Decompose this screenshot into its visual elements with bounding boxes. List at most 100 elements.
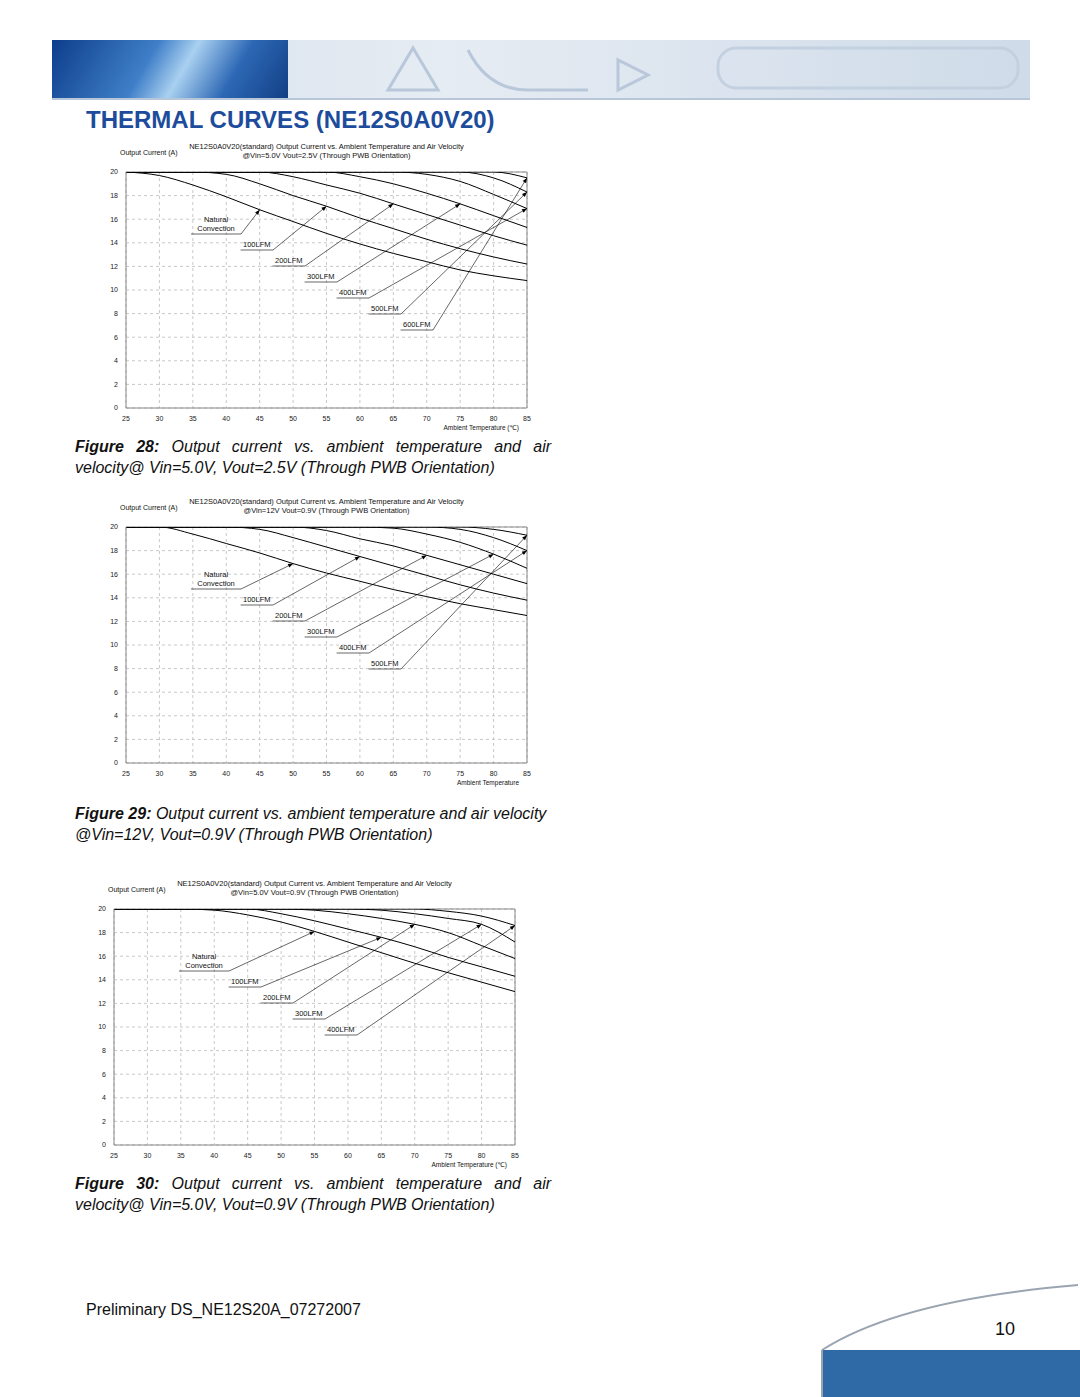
- svg-text:6: 6: [114, 689, 118, 696]
- svg-text:14: 14: [110, 594, 118, 601]
- svg-text:80: 80: [478, 1152, 486, 1159]
- svg-text:Convection: Convection: [197, 579, 235, 588]
- svg-text:65: 65: [389, 770, 397, 777]
- svg-text:8: 8: [114, 310, 118, 317]
- html-text:Figure 29: Output current vs.: Figure 29: Output current vs. ambient te…: [75, 805, 547, 843]
- svg-text:Natural: Natural: [204, 570, 229, 579]
- svg-text:85: 85: [523, 415, 531, 422]
- svg-text:6: 6: [114, 334, 118, 341]
- svg-text:70: 70: [411, 1152, 419, 1159]
- svg-text:85: 85: [523, 770, 531, 777]
- svg-text:20: 20: [110, 168, 118, 175]
- svg-text:80: 80: [490, 415, 498, 422]
- svg-text:300LFM: 300LFM: [307, 272, 335, 281]
- svg-text:40: 40: [210, 1152, 218, 1159]
- svg-text:400LFM: 400LFM: [339, 288, 367, 297]
- svg-text:55: 55: [323, 415, 331, 422]
- svg-text:50: 50: [289, 415, 297, 422]
- svg-text:18: 18: [110, 192, 118, 199]
- svg-text:60: 60: [344, 1152, 352, 1159]
- svg-text:35: 35: [177, 1152, 185, 1159]
- svg-text:400LFM: 400LFM: [327, 1025, 355, 1034]
- svg-text:65: 65: [377, 1152, 385, 1159]
- svg-text:Natural: Natural: [204, 215, 229, 224]
- svg-text:2: 2: [114, 381, 118, 388]
- svg-text:6: 6: [102, 1071, 106, 1078]
- html-text:10: 10: [995, 1319, 1015, 1339]
- svg-text:600LFM: 600LFM: [403, 320, 431, 329]
- svg-text:100LFM: 100LFM: [243, 595, 271, 604]
- svg-text:50: 50: [277, 1152, 285, 1159]
- svg-text:35: 35: [189, 415, 197, 422]
- svg-text:500LFM: 500LFM: [371, 659, 399, 668]
- svg-text:12: 12: [98, 1000, 106, 1007]
- svg-text:25: 25: [122, 770, 130, 777]
- svg-text:0: 0: [114, 404, 118, 411]
- svg-text:18: 18: [98, 929, 106, 936]
- svg-text:Convection: Convection: [197, 224, 235, 233]
- svg-text:60: 60: [356, 415, 364, 422]
- html-text:THERMAL CURVES (NE12S0A0V20): THERMAL CURVES (NE12S0A0V20): [86, 106, 495, 133]
- svg-text:200LFM: 200LFM: [275, 611, 303, 620]
- svg-text:55: 55: [323, 770, 331, 777]
- svg-text:65: 65: [389, 415, 397, 422]
- svg-text:16: 16: [110, 216, 118, 223]
- svg-text:10: 10: [110, 641, 118, 648]
- svg-text:40: 40: [222, 415, 230, 422]
- svg-text:400LFM: 400LFM: [339, 643, 367, 652]
- svg-text:55: 55: [311, 1152, 319, 1159]
- svg-text:75: 75: [444, 1152, 452, 1159]
- svg-text:2: 2: [114, 736, 118, 743]
- html-text:Figure 30:: Figure 30:: [75, 1175, 160, 1192]
- svg-text:25: 25: [110, 1152, 118, 1159]
- svg-text:12: 12: [110, 263, 118, 270]
- svg-text:4: 4: [114, 712, 118, 719]
- svg-text:12: 12: [110, 618, 118, 625]
- svg-text:60: 60: [356, 770, 364, 777]
- svg-text:8: 8: [114, 665, 118, 672]
- svg-text:0: 0: [102, 1141, 106, 1148]
- svg-text:45: 45: [244, 1152, 252, 1159]
- svg-text:70: 70: [423, 770, 431, 777]
- svg-text:10: 10: [110, 286, 118, 293]
- svg-text:8: 8: [102, 1047, 106, 1054]
- html-text:Output current vs. ambient tem: Output current vs. ambient temperature a…: [75, 438, 551, 476]
- svg-text:40: 40: [222, 770, 230, 777]
- svg-text:300LFM: 300LFM: [307, 627, 335, 636]
- svg-text:75: 75: [456, 415, 464, 422]
- svg-text:200LFM: 200LFM: [275, 256, 303, 265]
- svg-text:10: 10: [98, 1023, 106, 1030]
- svg-text:70: 70: [423, 415, 431, 422]
- svg-text:500LFM: 500LFM: [371, 304, 399, 313]
- svg-text:Natural: Natural: [192, 952, 217, 961]
- html-text:Figure 28:: Figure 28:: [75, 438, 160, 455]
- svg-text:25: 25: [122, 415, 130, 422]
- html-text:Output current vs. ambient tem: Output current vs. ambient temperature a…: [75, 1175, 551, 1213]
- svg-text:2: 2: [102, 1118, 106, 1125]
- svg-text:14: 14: [110, 239, 118, 246]
- svg-text:35: 35: [189, 770, 197, 777]
- svg-text:18: 18: [110, 547, 118, 554]
- svg-text:50: 50: [289, 770, 297, 777]
- svg-text:16: 16: [98, 953, 106, 960]
- svg-text:4: 4: [102, 1094, 106, 1101]
- svg-text:45: 45: [256, 415, 264, 422]
- svg-text:14: 14: [98, 976, 106, 983]
- svg-text:16: 16: [110, 571, 118, 578]
- svg-text:4: 4: [114, 357, 118, 364]
- svg-text:Convection: Convection: [185, 961, 223, 970]
- svg-text:30: 30: [156, 415, 164, 422]
- svg-text:200LFM: 200LFM: [263, 993, 291, 1002]
- svg-text:80: 80: [490, 770, 498, 777]
- svg-text:85: 85: [511, 1152, 519, 1159]
- svg-text:75: 75: [456, 770, 464, 777]
- svg-text:30: 30: [156, 770, 164, 777]
- svg-text:20: 20: [110, 523, 118, 530]
- svg-text:20: 20: [98, 905, 106, 912]
- svg-text:45: 45: [256, 770, 264, 777]
- svg-text:300LFM: 300LFM: [295, 1009, 323, 1018]
- svg-text:100LFM: 100LFM: [231, 977, 259, 986]
- svg-text:30: 30: [144, 1152, 152, 1159]
- svg-text:100LFM: 100LFM: [243, 240, 271, 249]
- svg-text:0: 0: [114, 759, 118, 766]
